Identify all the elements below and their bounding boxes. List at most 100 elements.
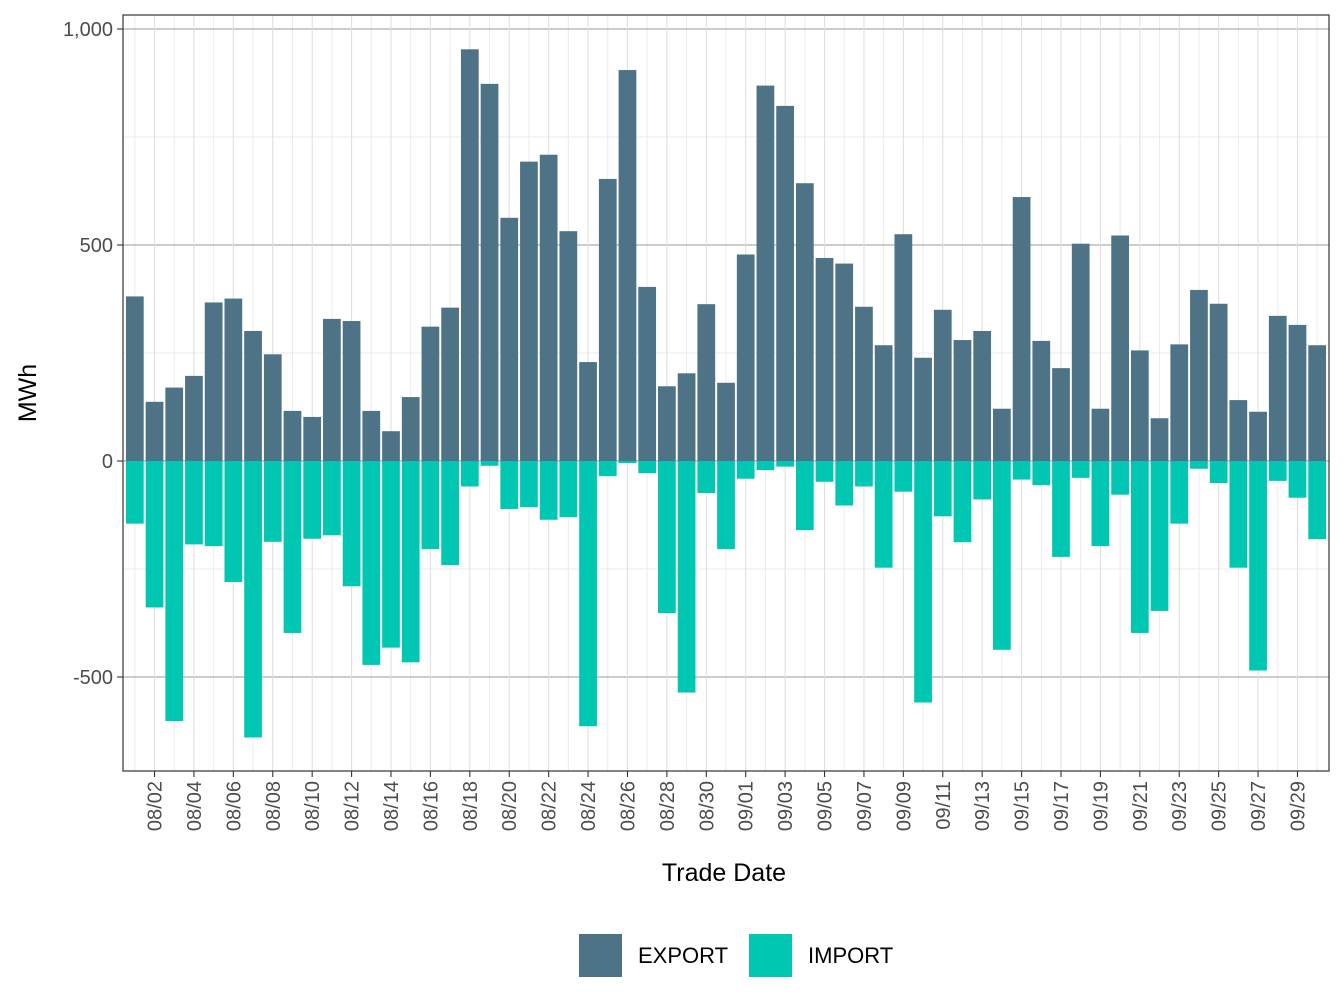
bar-import-09-22 <box>1150 461 1169 611</box>
bar-export-08-13 <box>362 410 381 461</box>
x-tick-label: 09/27 <box>1248 781 1270 831</box>
x-tick-label: 09/21 <box>1130 781 1152 831</box>
bar-export-09-08 <box>874 345 893 461</box>
bar-import-08-22 <box>539 461 558 520</box>
bar-import-09-23 <box>1170 461 1189 524</box>
bar-export-09-30 <box>1308 345 1327 461</box>
x-tick-label: 09/25 <box>1209 781 1231 831</box>
y-tick-label: 500 <box>80 235 113 257</box>
x-tick-label: 09/19 <box>1090 781 1112 831</box>
bar-export-09-12 <box>953 340 972 461</box>
x-tick-label: 08/06 <box>223 781 245 831</box>
y-tick-label: 0 <box>102 451 113 473</box>
bar-import-09-26 <box>1229 461 1248 568</box>
x-tick-label: 09/07 <box>854 781 876 831</box>
legend-label-import: IMPORT <box>808 943 893 968</box>
legend-swatch-import <box>749 934 792 977</box>
bar-export-09-24 <box>1190 289 1208 461</box>
bar-import-08-16 <box>421 461 440 550</box>
bar-import-08-02 <box>145 461 164 608</box>
bar-export-08-05 <box>204 302 223 461</box>
bar-import-09-20 <box>1111 461 1129 495</box>
bar-import-08-28 <box>658 461 676 614</box>
bar-export-09-01 <box>736 254 755 461</box>
bar-export-08-25 <box>598 178 617 462</box>
bar-import-09-02 <box>756 461 775 471</box>
bar-export-08-27 <box>638 286 657 461</box>
bar-export-08-06 <box>224 298 243 461</box>
x-tick-label: 08/10 <box>302 781 324 831</box>
bar-export-09-27 <box>1249 411 1267 461</box>
bar-export-08-17 <box>441 307 459 461</box>
plot-panel-border <box>122 14 1330 772</box>
bar-import-09-14 <box>993 461 1011 650</box>
bar-export-09-15 <box>1012 197 1031 461</box>
x-tick-label: 09/15 <box>1012 781 1034 831</box>
x-tick-label: 08/08 <box>263 781 285 831</box>
x-axis: 08/02 08/04 08/06 08/08 08/10 08/12 08/14 08/16… <box>145 771 1309 831</box>
bar-import-09-08 <box>874 461 893 568</box>
x-tick-label: 08/12 <box>342 781 364 831</box>
x-tick-label: 09/05 <box>815 781 837 831</box>
bar-export-08-23 <box>559 231 578 461</box>
x-tick-label: 08/24 <box>578 781 600 831</box>
bar-export-08-08 <box>263 354 282 461</box>
bar-export-09-26 <box>1229 400 1248 461</box>
bar-import-08-06 <box>224 461 243 582</box>
bar-export-08-19 <box>480 83 499 461</box>
bar-export-08-24 <box>579 362 597 461</box>
bar-import-08-03 <box>165 461 184 722</box>
bar-export-09-17 <box>1052 368 1070 461</box>
bar-import-09-10 <box>914 461 932 703</box>
y-tick-label: -500 <box>73 667 113 689</box>
bar-import-09-04 <box>795 461 814 531</box>
bar-export-08-31 <box>717 382 735 461</box>
bar-export-09-05 <box>815 257 834 461</box>
bar-export-09-16 <box>1032 340 1051 461</box>
bar-import-09-15 <box>1012 461 1031 480</box>
bar-export-09-13 <box>973 330 992 461</box>
bar-export-08-29 <box>677 373 696 461</box>
bar-import-09-19 <box>1091 461 1110 547</box>
bar-export-08-10 <box>303 416 322 461</box>
bar-import-08-08 <box>263 461 282 542</box>
bar-import-08-31 <box>717 461 735 550</box>
bar-import-09-07 <box>855 461 873 487</box>
bar-import-08-12 <box>342 461 361 587</box>
bar-import-08-27 <box>638 461 657 474</box>
y-axis-title: MWh <box>14 364 42 422</box>
bar-import-09-18 <box>1071 461 1090 478</box>
bar-import-08-26 <box>618 461 637 464</box>
x-tick-label: 09/17 <box>1051 781 1073 831</box>
x-tick-label: 09/03 <box>775 781 797 831</box>
bar-export-09-14 <box>993 408 1011 461</box>
bar-export-09-22 <box>1150 418 1169 461</box>
bar-import-08-04 <box>185 461 203 545</box>
bar-import-09-01 <box>736 461 755 479</box>
bar-import-08-25 <box>598 461 617 477</box>
bar-export-08-30 <box>697 304 716 461</box>
bar-export-09-09 <box>894 234 913 461</box>
x-tick-label: 08/04 <box>184 781 206 831</box>
bar-import-09-03 <box>776 461 794 467</box>
x-tick-label: 08/14 <box>381 781 403 831</box>
bar-export-09-18 <box>1071 243 1090 461</box>
legend-swatch-export <box>579 934 622 977</box>
bar-import-08-21 <box>520 461 538 508</box>
bar-import-08-15 <box>401 461 420 663</box>
bar-import-08-05 <box>204 461 223 547</box>
bar-import-08-17 <box>441 461 459 566</box>
x-tick-label: 08/02 <box>145 781 167 831</box>
bar-import-08-14 <box>382 461 400 648</box>
bar-export-09-29 <box>1288 324 1307 461</box>
bar-import-08-23 <box>559 461 578 518</box>
x-tick-label: 09/23 <box>1169 781 1191 831</box>
bar-export-09-03 <box>776 105 794 462</box>
bar-export-08-26 <box>618 70 637 461</box>
bar-import-08-24 <box>579 461 597 727</box>
x-axis-title: Trade Date <box>662 859 786 887</box>
bar-import-09-28 <box>1268 461 1287 481</box>
bar-import-08-13 <box>362 461 381 665</box>
bar-export-09-25 <box>1209 303 1228 461</box>
bar-export-09-02 <box>756 85 775 461</box>
